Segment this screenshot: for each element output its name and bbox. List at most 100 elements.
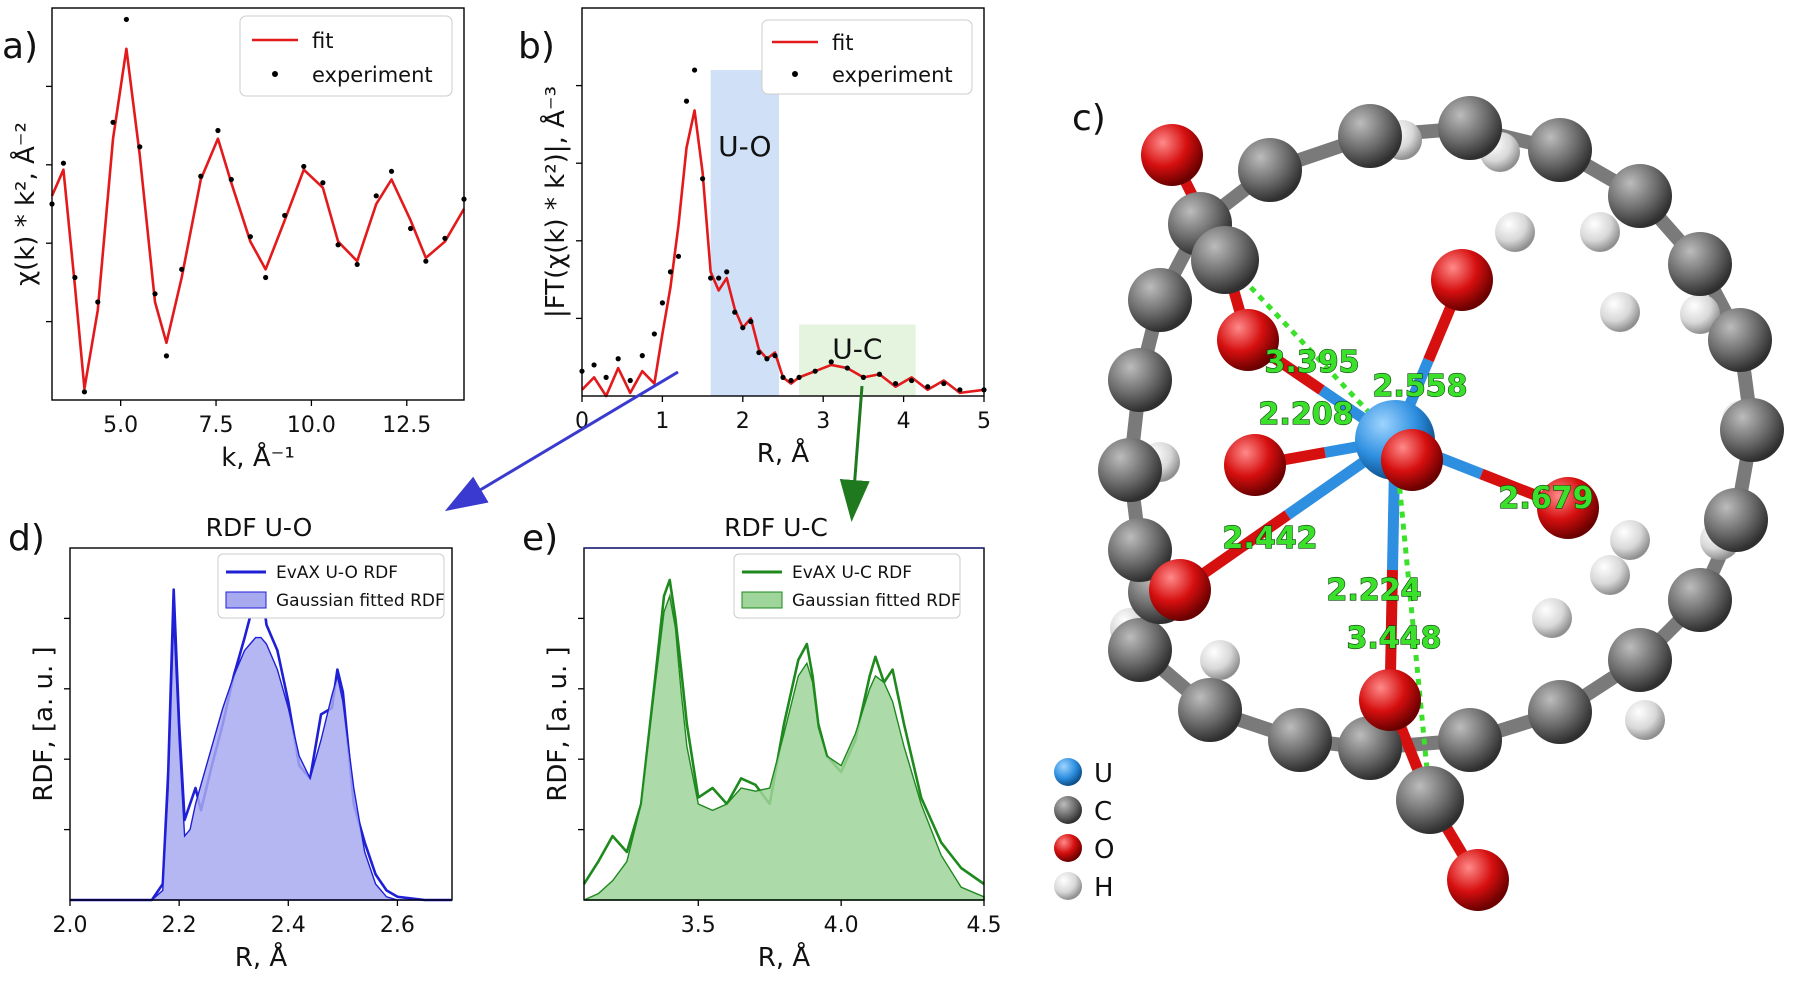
atom-h-2: [1495, 212, 1535, 252]
distance-label-2: 2.558: [1373, 369, 1468, 404]
xtick-label-e-1: 4.0: [824, 913, 859, 938]
legend-evax-label-d: EvAX U-O RDF: [276, 563, 398, 583]
shaded-region-label-u-o: U-O: [718, 130, 771, 163]
series-b-1-point-27: [844, 365, 850, 371]
atom-o-2: [1149, 559, 1211, 621]
panel-label-e: e): [522, 518, 558, 559]
u-c-distance-line-1: [1223, 258, 1397, 442]
legend-box-b: [761, 19, 973, 95]
atom-o-0: [1217, 309, 1279, 371]
legend-gauss-label-e: Gaussian fitted RDF: [792, 591, 961, 611]
distance-label-5: 2.224: [1327, 573, 1422, 608]
atom-c-carboxyl-2: [1396, 766, 1464, 834]
series-b-1-point-24: [796, 374, 802, 380]
series-b-1-point-14: [716, 275, 722, 281]
atom-c-13: [1438, 708, 1502, 772]
ylabel-e: RDF, [a. u. ]: [543, 646, 573, 801]
legend-e: EvAX U-C RDF Gaussian fitted RDF: [733, 553, 961, 619]
legend-b: fit experiment: [761, 19, 973, 95]
xtick-label-e-2: 4.5: [967, 913, 1002, 938]
series-a-1-point-24: [423, 258, 429, 264]
panel-label-b: b): [518, 26, 555, 67]
series-a-1-point-22: [388, 168, 395, 174]
series-b-1-point-16: [732, 309, 738, 315]
series-a-1-point-16: [282, 212, 288, 219]
legend-gauss-swatch-e: [741, 591, 783, 609]
atom-c-4: [1528, 118, 1592, 182]
atom-c-3: [1438, 96, 1502, 160]
series-b-1-point-31: [909, 377, 915, 384]
legend-gauss-label-d: Gaussian fitted RDF: [276, 591, 445, 611]
series-b-1-point-33: [941, 380, 947, 387]
atom-o-1: [1224, 434, 1286, 496]
series-b-1-point-6: [651, 331, 657, 337]
series-b-1-point-28: [860, 374, 867, 380]
atom-h-8: [1610, 520, 1650, 560]
atom-h-5: [1680, 294, 1720, 334]
series-b-1-point-34: [957, 387, 963, 393]
distance-label-1: 2.208: [1259, 397, 1354, 432]
atom-c-8: [1720, 398, 1784, 462]
xtick-label-d-1: 2.2: [162, 913, 197, 938]
series-a-1-point-20: [354, 261, 360, 268]
atom-h-10: [1532, 598, 1572, 638]
atom-c-17: [1108, 618, 1172, 682]
panel-label-d: d): [8, 518, 45, 559]
atom-c-15: [1268, 708, 1332, 772]
atom-o-5: [1359, 669, 1421, 731]
atom-c-11: [1608, 628, 1672, 692]
arrow-to-e: [839, 385, 870, 522]
series-b-1-point-21: [772, 353, 778, 359]
element-label-C: C: [1094, 797, 1112, 827]
ylabel-a: χ(k) * k², Å⁻²: [9, 122, 41, 286]
ylabel-d: RDF, [a. u. ]: [29, 646, 59, 801]
axes-frame-a: [51, 7, 465, 401]
series-a-1-point-2: [72, 274, 78, 281]
element-swatch-U: [1054, 758, 1082, 786]
element-label-O: O: [1094, 835, 1114, 865]
series-b-1-point-10: [683, 98, 690, 104]
xtick-label-d-3: 2.6: [380, 913, 415, 938]
chart-title-d: RDF U-O: [206, 513, 313, 542]
series-a-1-point-8: [152, 291, 158, 297]
legend-gauss-swatch-d: [225, 591, 267, 609]
atom-c-5: [1608, 164, 1672, 228]
series-b-1-point-4: [627, 377, 633, 384]
xlabel-e: R, Å: [758, 941, 811, 973]
series-b-1-point-22: [780, 374, 786, 380]
series-a-1-point-18: [320, 180, 326, 186]
series-b-1-point-7: [659, 300, 666, 306]
series-a-1-point-7: [137, 144, 143, 150]
distance-label-3: 2.679: [1499, 481, 1594, 516]
element-swatch-O: [1054, 834, 1082, 862]
distance-label-4: 2.442: [1223, 521, 1318, 556]
atom-c-9: [1704, 488, 1768, 552]
series-a-1-point-17: [301, 163, 307, 170]
atom-c-2: [1338, 104, 1402, 168]
atom-c-1: [1238, 138, 1302, 202]
atom-c-6: [1668, 232, 1732, 296]
series-b-1-point-8: [667, 269, 674, 275]
series-a-1-point-11: [198, 173, 204, 179]
xtick-label-b-5: 5: [977, 409, 991, 434]
xlabel-b: R, Å: [757, 437, 810, 469]
series-b-1-point-17: [740, 325, 746, 331]
chart-title-e: RDF U-C: [724, 513, 828, 542]
ylabel-b: |FT(χ(k) * k²)|, Å⁻³: [539, 86, 571, 318]
atom-c-14: [1338, 716, 1402, 780]
atom-c-carboxyl-1: [1191, 226, 1259, 294]
element-label-U: U: [1094, 759, 1113, 789]
atom-o-6: [1141, 124, 1203, 186]
series-a-1-point-5: [110, 119, 116, 125]
panel-label-c: c): [1072, 98, 1106, 139]
shaded-region-u-o: [710, 70, 779, 396]
series-b-1-point-3: [615, 356, 621, 362]
series-b-1-point-9: [675, 253, 682, 259]
legend-a: fit experiment: [239, 15, 453, 97]
series-e-1-area: [583, 593, 985, 901]
axes-frame-b: [581, 7, 985, 397]
distance-label-6: 3.448: [1347, 621, 1442, 656]
series-b-1-point-18: [748, 318, 754, 325]
xtick-label-a-0: 5.0: [103, 413, 138, 438]
